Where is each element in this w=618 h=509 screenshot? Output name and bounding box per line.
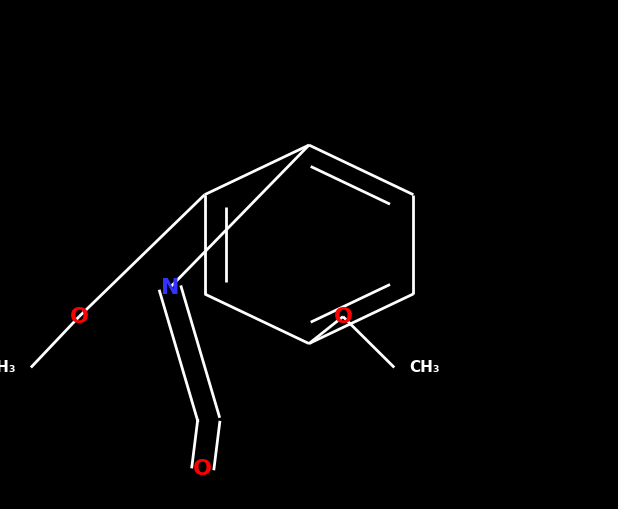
Text: CH₃: CH₃ — [410, 360, 441, 375]
Text: O: O — [334, 306, 352, 327]
Text: O: O — [70, 306, 88, 327]
Text: O: O — [193, 459, 212, 479]
Text: N: N — [161, 277, 179, 298]
Text: CH₃: CH₃ — [0, 360, 15, 375]
